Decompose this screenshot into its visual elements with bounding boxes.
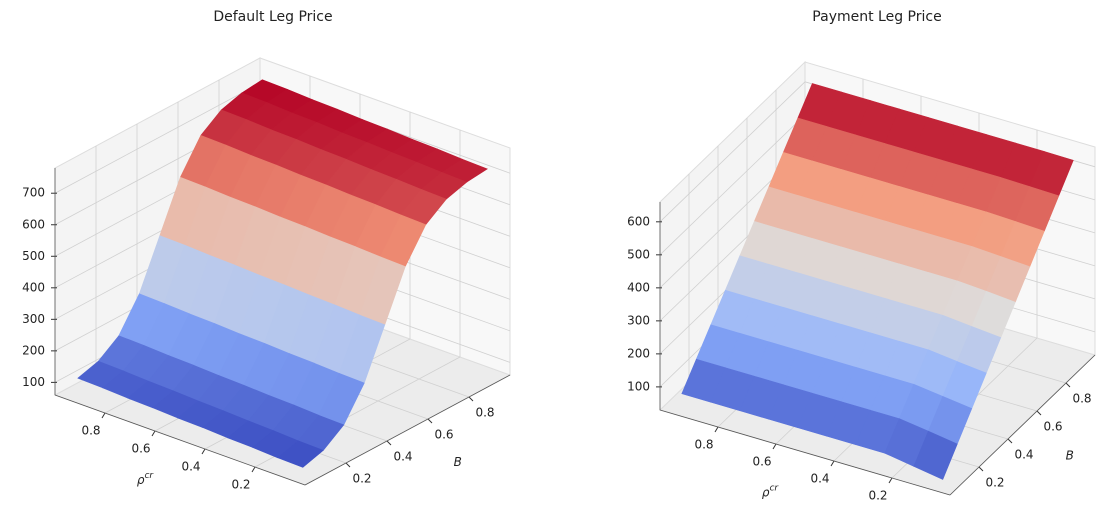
z-tick-label: 700 xyxy=(22,186,45,200)
y-tick xyxy=(1007,438,1013,444)
y-tick-label: 0.4 xyxy=(1014,448,1033,462)
x-tick-label: 0.8 xyxy=(694,438,713,452)
x-tick-label: 0.8 xyxy=(81,424,100,438)
z-tick-label: 100 xyxy=(22,375,45,389)
x-tick xyxy=(830,460,835,467)
y-tick-label: 0.8 xyxy=(475,406,494,420)
axis-line xyxy=(54,394,306,486)
x-tick-label: 0.2 xyxy=(868,489,887,503)
x-tick xyxy=(151,430,156,437)
y-tick-label: 0.6 xyxy=(1043,420,1062,434)
y-tick xyxy=(978,466,984,472)
y-tick-label: 0.4 xyxy=(393,450,412,464)
z-tick-label: 300 xyxy=(627,313,650,327)
z-tick-label: 200 xyxy=(22,343,45,357)
y-tick xyxy=(386,440,392,446)
z-tick-label: 100 xyxy=(627,379,650,393)
chart-title: Default Leg Price xyxy=(213,9,332,25)
x-axis-label-sup: cr xyxy=(769,483,779,493)
x-tick-label: 0.6 xyxy=(752,455,771,469)
y-axis-label: B xyxy=(454,455,462,469)
y-tick xyxy=(427,418,433,424)
grid-line xyxy=(659,114,806,256)
axis-line xyxy=(304,374,511,486)
y-tick xyxy=(345,462,351,468)
y-tick-label: 0.2 xyxy=(985,476,1004,490)
z-tick-label: 300 xyxy=(22,312,45,326)
y-tick-label: 0.6 xyxy=(434,428,453,442)
z-tick-label: 500 xyxy=(22,249,45,263)
x-tick xyxy=(888,477,893,484)
x-tick xyxy=(772,443,777,450)
axis-line xyxy=(659,409,951,496)
z-tick-label: 600 xyxy=(22,217,45,231)
z-tick-label: 400 xyxy=(22,280,45,294)
x-axis-label-base: ρ xyxy=(762,485,770,499)
x-tick-label: 0.6 xyxy=(131,442,150,456)
y-tick xyxy=(1065,382,1071,388)
x-axis-label-sup: cr xyxy=(144,471,154,481)
grid-line xyxy=(659,81,806,223)
x-tick xyxy=(101,412,106,419)
surface-cell xyxy=(913,430,958,480)
x-axis-label: ρcr xyxy=(137,471,155,487)
grid-line xyxy=(54,82,261,194)
x-axis-label-base: ρ xyxy=(137,473,145,487)
y-tick-label: 0.8 xyxy=(1072,392,1091,406)
x-tick-label: 0.4 xyxy=(810,472,829,486)
axis-line xyxy=(949,354,1096,496)
x-tick-label: 0.4 xyxy=(181,460,200,474)
z-tick-label: 400 xyxy=(627,280,650,294)
z-tick-label: 600 xyxy=(627,214,650,228)
z-tick-label: 200 xyxy=(627,346,650,360)
y-tick xyxy=(1036,410,1042,416)
z-tick-label: 500 xyxy=(627,247,650,261)
chart-title: Payment Leg Price xyxy=(812,9,941,25)
y-tick xyxy=(468,396,474,402)
y-tick-label: 0.2 xyxy=(352,472,371,486)
x-tick-label: 0.2 xyxy=(231,478,250,492)
y-axis-label: B xyxy=(1066,449,1074,463)
x-tick xyxy=(714,426,719,433)
x-tick xyxy=(251,466,256,473)
x-tick xyxy=(201,448,206,455)
x-axis-label: ρcr xyxy=(762,483,780,499)
surface-cell xyxy=(277,440,324,468)
